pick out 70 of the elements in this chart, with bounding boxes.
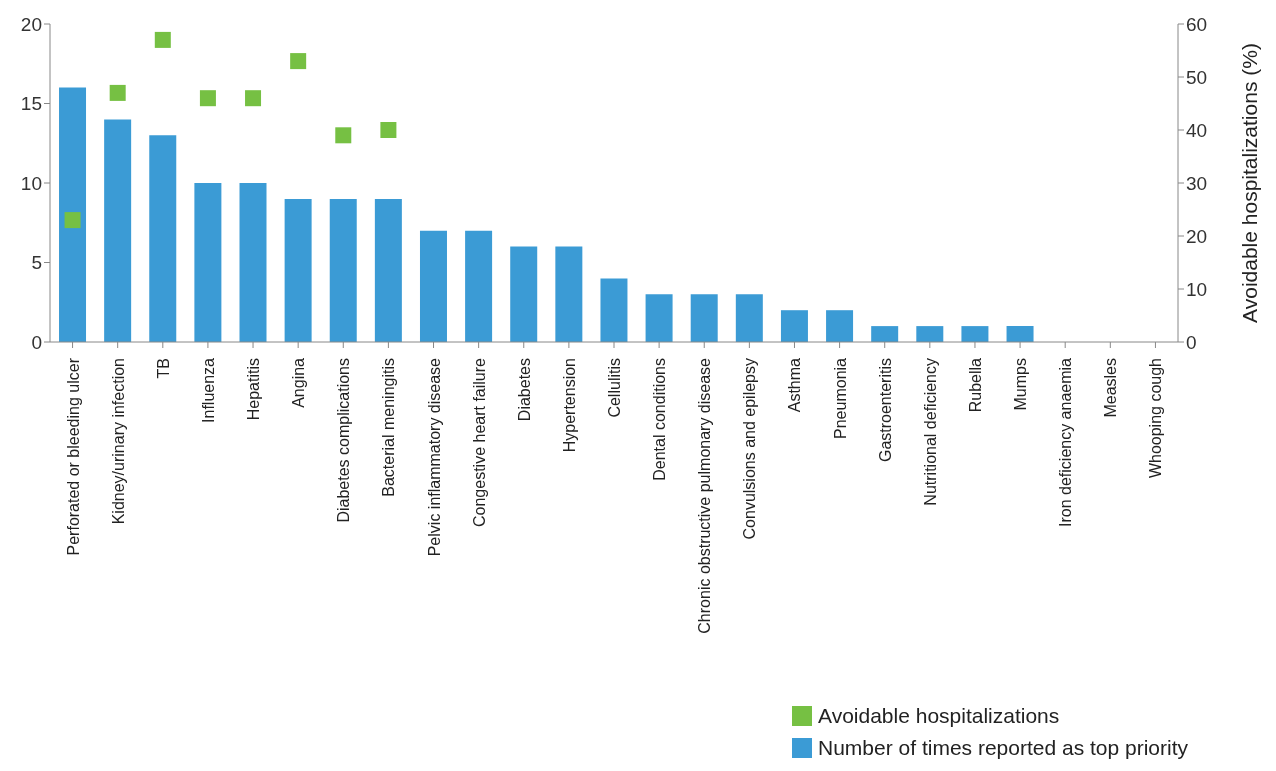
bar xyxy=(1006,326,1034,342)
point xyxy=(64,212,81,229)
y2-tick-label: 0 xyxy=(1186,331,1197,353)
bar xyxy=(284,198,312,342)
x-tick-label: Chronic obstructive pulmonary disease xyxy=(696,357,714,634)
x-tick-label: Diabetes xyxy=(515,358,533,422)
bar xyxy=(374,198,402,342)
y2-tick-label: 40 xyxy=(1186,119,1208,141)
point xyxy=(380,122,397,138)
bar xyxy=(465,230,493,342)
x-tick-label: Dental conditions xyxy=(651,358,669,481)
bar xyxy=(780,310,808,342)
x-tick-label: Gastroenteritis xyxy=(876,358,894,463)
bar xyxy=(645,294,673,342)
y2-axis-title: Avoidable hospitalizations (%) xyxy=(1238,43,1262,323)
x-tick-label: Bacterial meningitis xyxy=(380,358,398,497)
x-tick-label: Diabetes complications xyxy=(335,358,353,523)
y2-tick-label: 60 xyxy=(1186,13,1208,35)
bar xyxy=(239,183,267,342)
x-tick-label: Angina xyxy=(290,357,308,408)
x-tick-label: Congestive heart failure xyxy=(470,357,488,527)
x-tick-label: Whooping cough xyxy=(1147,358,1165,479)
bar xyxy=(916,326,944,342)
x-tick-label: Pneumonia xyxy=(831,357,849,439)
x-tick-label: Pelvic inflammatory disease xyxy=(425,357,443,557)
bar xyxy=(826,310,854,342)
x-tick-label: Asthma xyxy=(786,357,804,413)
bar xyxy=(104,119,132,342)
bar xyxy=(871,326,899,342)
point xyxy=(245,90,262,107)
x-tick-label: Rubella xyxy=(966,357,984,413)
y2-tick-label: 20 xyxy=(1186,225,1208,247)
bar xyxy=(961,326,989,342)
y2-tick-label: 30 xyxy=(1186,172,1208,194)
x-tick-label: Mumps xyxy=(1012,358,1030,411)
y-tick-label: 10 xyxy=(20,172,42,194)
point xyxy=(109,84,126,101)
bar xyxy=(149,135,177,342)
bar xyxy=(59,87,87,342)
bar xyxy=(690,294,718,342)
x-tick-label: Hypertension xyxy=(560,358,578,453)
bar xyxy=(194,183,222,342)
x-tick-label: Iron deficiency anaemia xyxy=(1057,357,1075,527)
bar xyxy=(329,198,357,342)
y-tick-label: 15 xyxy=(20,93,42,115)
x-tick-label: Hepatitis xyxy=(245,358,263,421)
point xyxy=(335,127,352,144)
bar xyxy=(555,246,583,342)
bar xyxy=(419,230,447,342)
y-tick-label: 20 xyxy=(20,13,42,35)
x-tick-label: TB xyxy=(154,358,172,379)
x-tick-label: Measles xyxy=(1102,358,1120,418)
y2-tick-label: 10 xyxy=(1186,278,1208,300)
legend-label: Number of times reported as top priority xyxy=(818,736,1188,760)
point xyxy=(199,90,216,107)
x-tick-label: Convulsions and epilepsy xyxy=(741,358,759,540)
y-tick-label: 0 xyxy=(31,331,42,353)
point xyxy=(154,31,171,48)
x-tick-label: Nutritional deficiency xyxy=(921,358,939,506)
point xyxy=(290,53,307,70)
legend-label: Avoidable hospitalizations xyxy=(818,704,1060,728)
bar xyxy=(600,278,628,342)
y-tick-label: 5 xyxy=(31,252,42,274)
bar xyxy=(735,294,763,342)
x-tick-label: Cellulitis xyxy=(606,358,623,418)
bar xyxy=(510,246,538,342)
x-tick-label: Perforated or bleeding ulcer xyxy=(64,357,82,556)
x-tick-label: Kidney/urinary infection xyxy=(109,358,127,525)
y2-tick-label: 50 xyxy=(1186,66,1208,88)
x-tick-label: Influenza xyxy=(199,357,217,423)
